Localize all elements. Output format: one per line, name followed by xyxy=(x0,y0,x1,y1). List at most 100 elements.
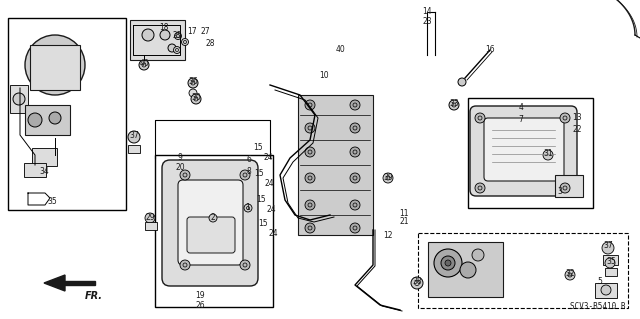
Text: 24: 24 xyxy=(264,179,274,188)
Text: 24: 24 xyxy=(263,152,273,161)
Circle shape xyxy=(191,94,201,104)
Circle shape xyxy=(240,260,250,270)
Text: 4: 4 xyxy=(518,103,524,113)
Bar xyxy=(30,45,80,90)
Bar xyxy=(418,233,628,308)
Circle shape xyxy=(180,170,190,180)
Text: 36: 36 xyxy=(188,78,198,86)
Circle shape xyxy=(602,242,614,254)
Text: 28: 28 xyxy=(205,40,215,48)
FancyBboxPatch shape xyxy=(484,118,564,181)
Circle shape xyxy=(175,33,182,40)
Circle shape xyxy=(560,113,570,123)
Circle shape xyxy=(189,89,197,97)
Circle shape xyxy=(475,113,485,123)
Circle shape xyxy=(160,30,170,40)
Circle shape xyxy=(182,39,189,46)
Text: 35: 35 xyxy=(606,257,616,266)
FancyBboxPatch shape xyxy=(470,106,577,196)
Circle shape xyxy=(145,213,155,223)
Circle shape xyxy=(47,57,63,73)
Text: 5: 5 xyxy=(598,278,602,286)
Circle shape xyxy=(37,47,73,83)
Text: 14: 14 xyxy=(422,6,432,16)
Text: 34: 34 xyxy=(39,167,49,175)
Text: 40: 40 xyxy=(335,44,345,54)
Text: 11: 11 xyxy=(399,209,409,218)
Text: 24: 24 xyxy=(266,204,276,213)
Bar xyxy=(24,163,46,177)
Circle shape xyxy=(350,147,360,157)
Circle shape xyxy=(173,47,180,54)
Circle shape xyxy=(305,200,315,210)
Circle shape xyxy=(305,147,315,157)
Circle shape xyxy=(240,170,250,180)
Circle shape xyxy=(305,223,315,233)
Text: 15: 15 xyxy=(258,219,268,227)
Text: 31: 31 xyxy=(543,150,553,159)
Text: 3: 3 xyxy=(557,188,563,197)
Text: 19: 19 xyxy=(195,292,205,300)
Circle shape xyxy=(441,256,455,270)
Bar xyxy=(10,85,28,113)
Text: 17: 17 xyxy=(187,27,197,36)
Circle shape xyxy=(449,100,459,110)
Text: 18: 18 xyxy=(159,23,169,32)
Text: 12: 12 xyxy=(383,232,393,241)
Bar xyxy=(8,18,126,210)
Circle shape xyxy=(472,249,484,261)
Circle shape xyxy=(209,214,217,222)
Text: FR.: FR. xyxy=(85,291,103,301)
Text: 2: 2 xyxy=(211,213,216,222)
Text: 6: 6 xyxy=(246,155,252,165)
Bar xyxy=(25,105,70,135)
Text: 15: 15 xyxy=(253,143,263,152)
Circle shape xyxy=(601,285,611,295)
Text: 40: 40 xyxy=(139,60,149,69)
Circle shape xyxy=(460,262,476,278)
Circle shape xyxy=(350,200,360,210)
Circle shape xyxy=(305,100,315,110)
Circle shape xyxy=(350,123,360,133)
Bar xyxy=(155,155,273,307)
Circle shape xyxy=(180,260,190,270)
Text: 22: 22 xyxy=(572,124,582,133)
Circle shape xyxy=(565,270,575,280)
Text: 15: 15 xyxy=(256,195,266,204)
Text: 38: 38 xyxy=(412,278,422,286)
Bar xyxy=(595,283,617,298)
Circle shape xyxy=(434,249,462,277)
Polygon shape xyxy=(58,281,95,285)
Text: 26: 26 xyxy=(195,301,205,310)
Text: SCV3-B5410 B: SCV3-B5410 B xyxy=(570,302,625,311)
Text: 13: 13 xyxy=(572,113,582,122)
Text: 20: 20 xyxy=(175,164,185,173)
Text: 32: 32 xyxy=(565,270,575,278)
Polygon shape xyxy=(44,275,65,291)
Text: 15: 15 xyxy=(254,168,264,177)
Text: 10: 10 xyxy=(319,71,329,80)
Text: 33: 33 xyxy=(449,100,459,108)
Circle shape xyxy=(128,131,140,143)
Circle shape xyxy=(350,173,360,183)
Text: 9: 9 xyxy=(177,153,182,162)
Text: 1: 1 xyxy=(246,204,250,212)
Circle shape xyxy=(139,60,149,70)
Circle shape xyxy=(244,204,252,212)
FancyBboxPatch shape xyxy=(187,217,235,253)
Circle shape xyxy=(458,78,466,86)
Circle shape xyxy=(142,29,154,41)
Circle shape xyxy=(49,112,61,124)
Circle shape xyxy=(543,150,553,160)
Text: 16: 16 xyxy=(485,44,495,54)
Text: 7: 7 xyxy=(518,115,524,124)
Circle shape xyxy=(560,183,570,193)
FancyBboxPatch shape xyxy=(162,160,258,286)
Bar xyxy=(298,95,373,235)
Bar xyxy=(605,268,617,276)
Text: 37: 37 xyxy=(603,241,613,250)
Circle shape xyxy=(188,78,198,88)
Circle shape xyxy=(28,113,42,127)
Circle shape xyxy=(305,123,315,133)
Bar xyxy=(468,98,593,208)
